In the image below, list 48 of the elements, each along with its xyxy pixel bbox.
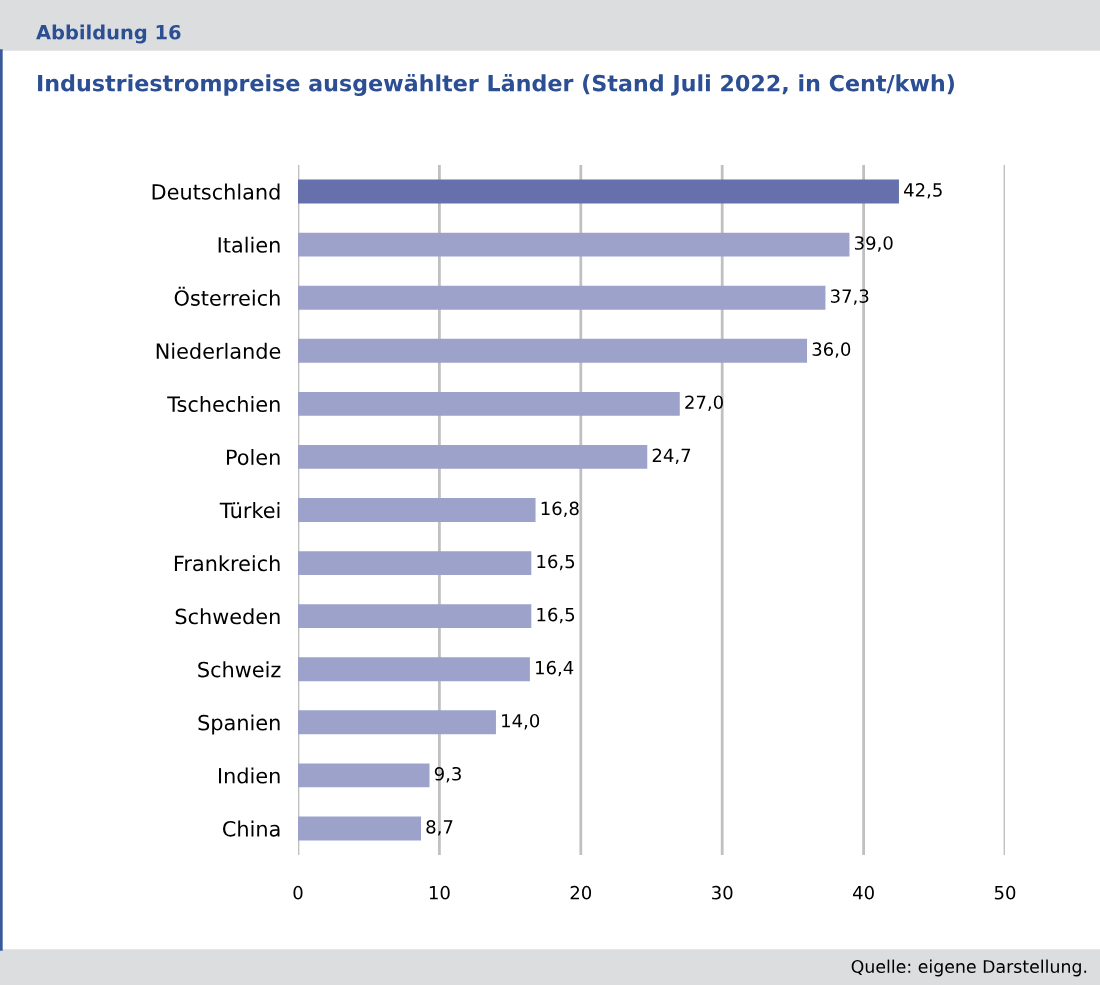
x-tick-label: 30 xyxy=(712,885,733,900)
chart-title: Industriestrompreise ausgewählter Länder (Stand Juli 2022, in Cent/kwh) xyxy=(38,74,954,96)
bar xyxy=(298,391,680,416)
bar xyxy=(298,498,536,522)
data-label: 8,7 xyxy=(426,820,453,836)
bar xyxy=(298,232,850,257)
bar xyxy=(298,179,899,204)
data-label: 16,8 xyxy=(541,501,579,518)
x-tick-label: 10 xyxy=(429,885,450,900)
data-label: 16,4 xyxy=(536,660,574,677)
bar xyxy=(298,657,530,682)
data-label: 16,5 xyxy=(537,554,575,571)
data-label: 9,3 xyxy=(434,766,461,783)
y-tick-label: Niederlande xyxy=(156,342,281,359)
text: Abbildung 16 xyxy=(36,24,181,44)
y-tick-label: Spanien xyxy=(198,714,280,735)
y-tick-label: Österreich xyxy=(174,286,280,306)
y-tick-label: Indien xyxy=(218,767,280,784)
bar xyxy=(298,604,532,629)
x-tick-label: 50 xyxy=(994,885,1016,900)
bar xyxy=(298,816,422,841)
y-tick-label: Schweden xyxy=(175,608,280,625)
source-note: Quelle: eigene Darstellung. xyxy=(851,959,1087,977)
y-tick-label: Deutschland xyxy=(152,183,280,200)
data-label: 39,0 xyxy=(855,236,893,252)
bar xyxy=(298,285,826,310)
x-tick-label: 0 xyxy=(293,885,303,900)
data-label: 42,5 xyxy=(904,183,942,199)
y-tick-label: Schweiz xyxy=(198,661,281,678)
y-tick-label: Türkei xyxy=(219,502,280,519)
data-label: 14,0 xyxy=(502,713,540,730)
data-label: 36,0 xyxy=(812,342,851,358)
y-tick-label: Tschechien xyxy=(167,395,280,413)
data-label: 24,7 xyxy=(652,448,691,464)
y-tick-label: Polen xyxy=(227,449,280,466)
y-tick-label: China xyxy=(222,820,280,837)
y-tick-label: Italien xyxy=(218,236,280,253)
data-label: 37,3 xyxy=(830,289,869,305)
bar xyxy=(298,338,808,363)
bar xyxy=(298,763,430,788)
data-label: 16,5 xyxy=(537,607,575,624)
bar xyxy=(298,710,496,735)
x-tick-label: 40 xyxy=(853,885,874,900)
bar xyxy=(298,551,532,576)
y-tick-label: Frankreich xyxy=(174,555,280,572)
data-label: 27,0 xyxy=(685,395,723,411)
x-tick-label: 20 xyxy=(570,885,592,900)
bar xyxy=(298,444,648,469)
